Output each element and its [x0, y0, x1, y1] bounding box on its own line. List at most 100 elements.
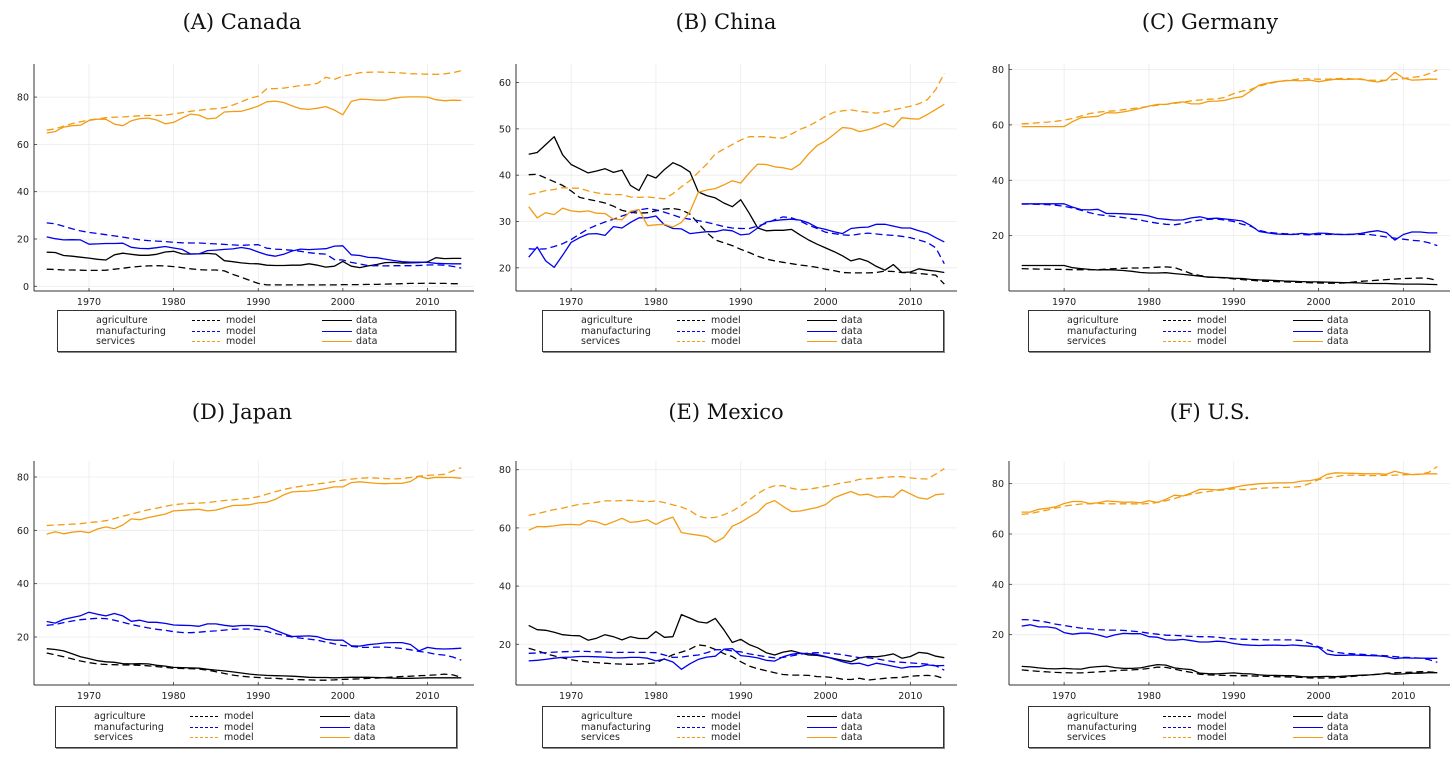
legend-dashed-line-icon [192, 341, 220, 342]
legend-dashed-line-icon [192, 330, 220, 332]
legend-solid-line-icon [320, 726, 350, 728]
legend-entry-agriculture: agriculture model data [56, 711, 456, 722]
legend-data-label: data [356, 325, 378, 337]
legend-sector-label: manufacturing [96, 325, 166, 337]
legend: agriculture model data manufacturing model da… [542, 310, 944, 352]
legend-entry-services: services model data [56, 732, 456, 743]
y-tick-label: 60 [499, 78, 511, 89]
series-line-services-data [528, 489, 945, 543]
series-line-manufacturing-data [46, 236, 462, 265]
legend-solid-line-icon [322, 330, 352, 332]
legend-dashed-line-icon [677, 716, 705, 717]
chart-title: (A) Canada [182, 10, 302, 34]
legend-sector-label: manufacturing [94, 721, 164, 733]
legend: agriculture model data manufacturing model da… [1028, 706, 1430, 748]
plot-area: 1970 1980 1990 2000 2010 20 40 60 80 [499, 461, 957, 702]
x-tick-label: 2000 [1306, 691, 1330, 702]
y-tick-label: 30 [499, 217, 511, 228]
legend-dashed-line-icon [1163, 726, 1191, 728]
legend-sector-label: agriculture [96, 315, 148, 326]
legend-sector-label: manufacturing [1067, 325, 1137, 337]
series-line-services-model [46, 69, 462, 131]
legend-data-label: data [841, 336, 863, 347]
legend-solid-line-icon [807, 341, 837, 342]
series-line-manufacturing-model [1021, 618, 1438, 663]
legend-sector-label: manufacturing [581, 721, 651, 733]
legend-sector-label: agriculture [1067, 315, 1119, 326]
legend-solid-line-icon [322, 320, 352, 321]
legend-solid-line-icon [1293, 716, 1323, 717]
series-line-agriculture-model [46, 652, 462, 681]
legend-model-label: model [224, 711, 254, 722]
y-tick-label: 20 [992, 630, 1004, 641]
chart-title: (B) China [675, 10, 777, 34]
x-tick-label: 1990 [729, 691, 753, 702]
legend-solid-line-icon [1293, 341, 1323, 342]
x-tick-label: 1970 [559, 297, 583, 308]
legend-solid-line-icon [807, 737, 837, 738]
x-tick-label: 1970 [77, 691, 101, 702]
series-line-services-data [1021, 71, 1438, 128]
legend-dashed-line-icon [677, 320, 705, 321]
legend-data-label: data [354, 711, 376, 722]
chart-panel: (D) Japan 1970 1980 1990 2000 2010 20 40 60 80 agr… [0, 390, 484, 769]
legend-sector-label: services [581, 336, 620, 347]
series-line-manufacturing-data [46, 611, 462, 652]
plot-area: 1970 1980 1990 2000 2010 20 30 40 50 60 [499, 64, 957, 308]
legend: agriculture model data manufacturing model da… [57, 310, 456, 352]
x-tick-label: 2000 [331, 691, 355, 702]
legend-dashed-line-icon [677, 726, 705, 728]
legend-entry-services: services model data [1029, 336, 1429, 347]
legend-model-label: model [711, 325, 741, 337]
legend-data-label: data [841, 711, 863, 722]
legend-model-label: model [1197, 732, 1227, 743]
legend-sector-label: agriculture [94, 711, 146, 722]
series-line-manufacturing-model [46, 617, 462, 661]
x-tick-label: 1970 [559, 691, 583, 702]
legend-model-label: model [1197, 325, 1227, 337]
legend-dashed-line-icon [1163, 320, 1191, 321]
legend-model-label: model [711, 711, 741, 722]
y-tick-label: 80 [992, 479, 1004, 490]
y-tick-label: 50 [499, 124, 511, 135]
legend-model-label: model [1197, 711, 1227, 722]
series-line-services-model [46, 467, 462, 527]
legend-entry-agriculture: agriculture model data [543, 711, 943, 722]
legend-model-label: model [224, 721, 254, 733]
series-line-manufacturing-model [46, 222, 462, 269]
y-tick-label: 20 [499, 640, 511, 651]
legend-data-label: data [841, 325, 863, 337]
y-tick-label: 40 [992, 580, 1004, 591]
x-tick-label: 2010 [1391, 691, 1415, 702]
legend-data-label: data [1327, 325, 1349, 337]
x-tick-label: 1970 [77, 297, 101, 308]
series-line-services-data [46, 475, 462, 535]
y-tick-label: 20 [17, 633, 29, 644]
legend-solid-line-icon [807, 320, 837, 321]
legend-solid-line-icon [1293, 726, 1323, 728]
legend-entry-manufacturing: manufacturing model data [543, 722, 943, 733]
legend-data-label: data [356, 315, 378, 326]
legend-data-label: data [1327, 732, 1349, 743]
series-line-manufacturing-model [1021, 203, 1438, 247]
x-tick-label: 2010 [415, 691, 439, 702]
x-tick-label: 1990 [729, 297, 753, 308]
legend-dashed-line-icon [190, 716, 218, 717]
x-tick-label: 2010 [1391, 297, 1415, 308]
legend-dashed-line-icon [1163, 330, 1191, 332]
legend-dashed-line-icon [1163, 737, 1191, 738]
x-tick-label: 1970 [1052, 297, 1076, 308]
series-line-manufacturing-data [528, 215, 945, 269]
legend-entry-manufacturing: manufacturing model data [1029, 326, 1429, 337]
y-tick-label: 40 [17, 579, 29, 590]
legend-entry-agriculture: agriculture model data [1029, 315, 1429, 326]
x-tick-label: 2000 [1306, 297, 1330, 308]
legend-data-label: data [1327, 711, 1349, 722]
x-tick-label: 1980 [162, 297, 186, 308]
y-tick-label: 60 [17, 526, 29, 537]
legend-model-label: model [224, 732, 254, 743]
series-line-agriculture-model [46, 265, 462, 286]
legend-model-label: model [711, 336, 741, 347]
chart-panel: (F) U.S. 1970 1980 1990 2000 2010 20 40 60 80 agri… [968, 390, 1452, 769]
legend-entry-services: services model data [58, 336, 455, 347]
